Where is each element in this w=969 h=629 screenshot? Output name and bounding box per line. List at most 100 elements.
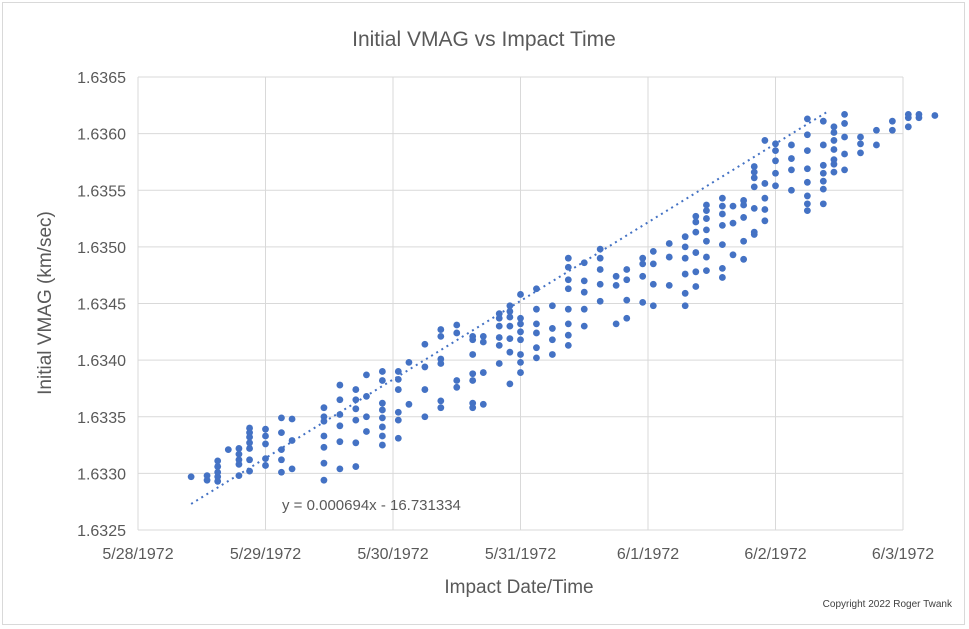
x-tick-label: 6/2/1972: [744, 546, 806, 563]
data-point: [819, 200, 827, 208]
data-point: [718, 274, 726, 281]
data-point: [841, 150, 848, 158]
data-point: [830, 129, 838, 136]
data-point: [246, 467, 253, 475]
data-point: [681, 289, 689, 297]
data-point: [363, 413, 370, 421]
data-point: [564, 254, 572, 262]
data-point: [320, 443, 328, 451]
data-point: [320, 432, 328, 440]
data-point: [580, 259, 588, 267]
data-point: [378, 368, 386, 375]
data-point: [506, 348, 514, 356]
data-point: [873, 126, 880, 134]
data-point: [278, 429, 285, 437]
data-point: [596, 297, 604, 305]
data-point: [262, 440, 269, 448]
data-point: [262, 432, 269, 440]
data-points: [187, 110, 939, 485]
data-point: [750, 228, 758, 236]
data-point: [336, 396, 344, 404]
data-point: [469, 370, 477, 378]
data-point: [517, 328, 524, 336]
y-tick-label: 1.6330: [77, 466, 126, 483]
data-point: [517, 336, 524, 344]
data-point: [718, 194, 726, 202]
data-point: [729, 202, 737, 210]
data-point: [750, 204, 758, 212]
y-tick-label: 1.6365: [77, 70, 126, 87]
data-point: [718, 241, 726, 249]
data-point: [517, 320, 524, 328]
data-point: [904, 123, 912, 131]
data-point: [495, 342, 503, 349]
data-point: [495, 322, 503, 330]
data-point: [564, 331, 572, 339]
data-point: [363, 392, 370, 400]
data-point: [692, 249, 700, 256]
data-point: [740, 255, 748, 263]
data-point: [453, 377, 461, 384]
data-point: [830, 137, 838, 144]
data-point: [830, 123, 838, 131]
data-point: [703, 267, 710, 275]
data-point: [888, 117, 896, 125]
data-point: [596, 280, 604, 288]
data-point: [479, 332, 487, 340]
data-point: [278, 456, 285, 464]
data-point: [623, 314, 631, 322]
data-point: [692, 268, 700, 276]
data-point: [214, 468, 222, 476]
data-point: [479, 338, 487, 346]
data-point: [235, 456, 243, 464]
data-point: [320, 476, 328, 484]
data-point: [692, 228, 700, 236]
data-point: [803, 131, 811, 139]
data-point: [888, 126, 896, 134]
data-point: [437, 355, 445, 363]
data-point: [623, 276, 631, 284]
data-point: [320, 413, 328, 421]
data-point: [235, 450, 243, 458]
data-point: [740, 237, 748, 245]
data-point: [320, 404, 328, 412]
data-point: [394, 434, 402, 442]
data-point: [703, 215, 710, 222]
data-point: [703, 253, 710, 261]
data-point: [421, 386, 429, 393]
data-point: [352, 439, 360, 447]
data-point: [612, 281, 620, 289]
data-point: [495, 334, 503, 341]
data-point: [915, 110, 923, 118]
data-point: [857, 140, 864, 148]
data-point: [623, 296, 631, 304]
data-point: [772, 182, 779, 190]
data-point: [479, 400, 487, 408]
data-point: [352, 463, 360, 470]
data-point: [857, 133, 864, 141]
data-point: [288, 415, 296, 423]
data-point: [469, 351, 477, 358]
x-axis-title: Impact Date/Time: [444, 577, 593, 598]
data-point: [596, 254, 604, 262]
trendline-equation: y = 0.000694x - 16.731334: [282, 497, 461, 514]
data-point: [506, 313, 514, 321]
data-point: [564, 342, 572, 349]
data-point: [750, 174, 758, 182]
data-point: [533, 344, 540, 352]
y-tick-label: 1.6325: [77, 523, 126, 540]
data-point: [506, 335, 514, 343]
data-point: [224, 446, 232, 453]
data-point: [469, 332, 477, 340]
data-point: [469, 399, 477, 407]
data-point: [246, 456, 253, 464]
data-point: [203, 472, 211, 480]
data-point: [718, 202, 726, 210]
data-point: [681, 254, 689, 262]
data-point: [278, 414, 285, 422]
data-point: [703, 226, 710, 234]
data-point: [405, 358, 413, 366]
data-point: [336, 422, 344, 430]
data-point: [246, 439, 253, 447]
